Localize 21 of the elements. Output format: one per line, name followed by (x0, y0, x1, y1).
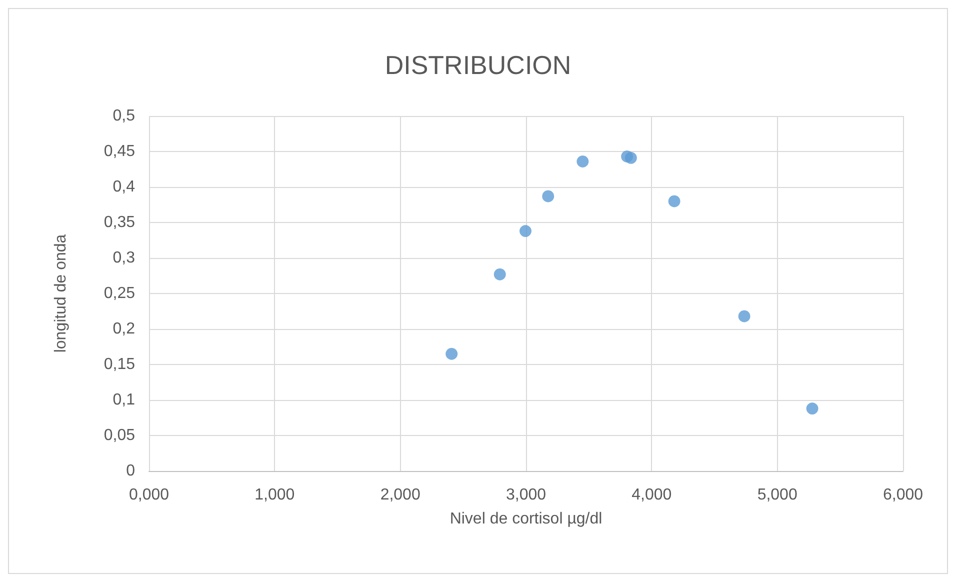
x-tick-label: 0,000 (128, 486, 170, 504)
y-tick-label: 0,25 (104, 285, 136, 302)
y-tick-label: 0,2 (112, 320, 136, 338)
y-tick-label: 0,05 (104, 427, 136, 444)
chart-title: DISTRIBUCION (384, 50, 572, 80)
y-tick-label: 0,45 (104, 143, 136, 160)
y-tick-label: 0,4 (112, 178, 136, 196)
y-tick-label: 0,5 (112, 108, 136, 124)
y-tick-label: 0,1 (112, 392, 136, 408)
x-axis-title: Nivel de cortisol µg/dl (450, 510, 602, 528)
x-tick-label: 4,000 (632, 486, 672, 504)
x-tick-label: 2,000 (380, 486, 420, 504)
y-tick-label: 0,35 (104, 214, 136, 231)
y-axis-title: longitud de onda (52, 234, 70, 353)
x-tick-label: 5,000 (757, 486, 798, 504)
x-tick-label: 3,000 (506, 486, 546, 504)
x-tick-label: 6,000 (882, 486, 924, 504)
x-tick-label: 1,000 (254, 486, 295, 504)
y-tick-label: 0 (126, 462, 136, 480)
y-tick-label: 0,3 (112, 250, 136, 266)
y-tick-label: 0,15 (104, 356, 136, 373)
